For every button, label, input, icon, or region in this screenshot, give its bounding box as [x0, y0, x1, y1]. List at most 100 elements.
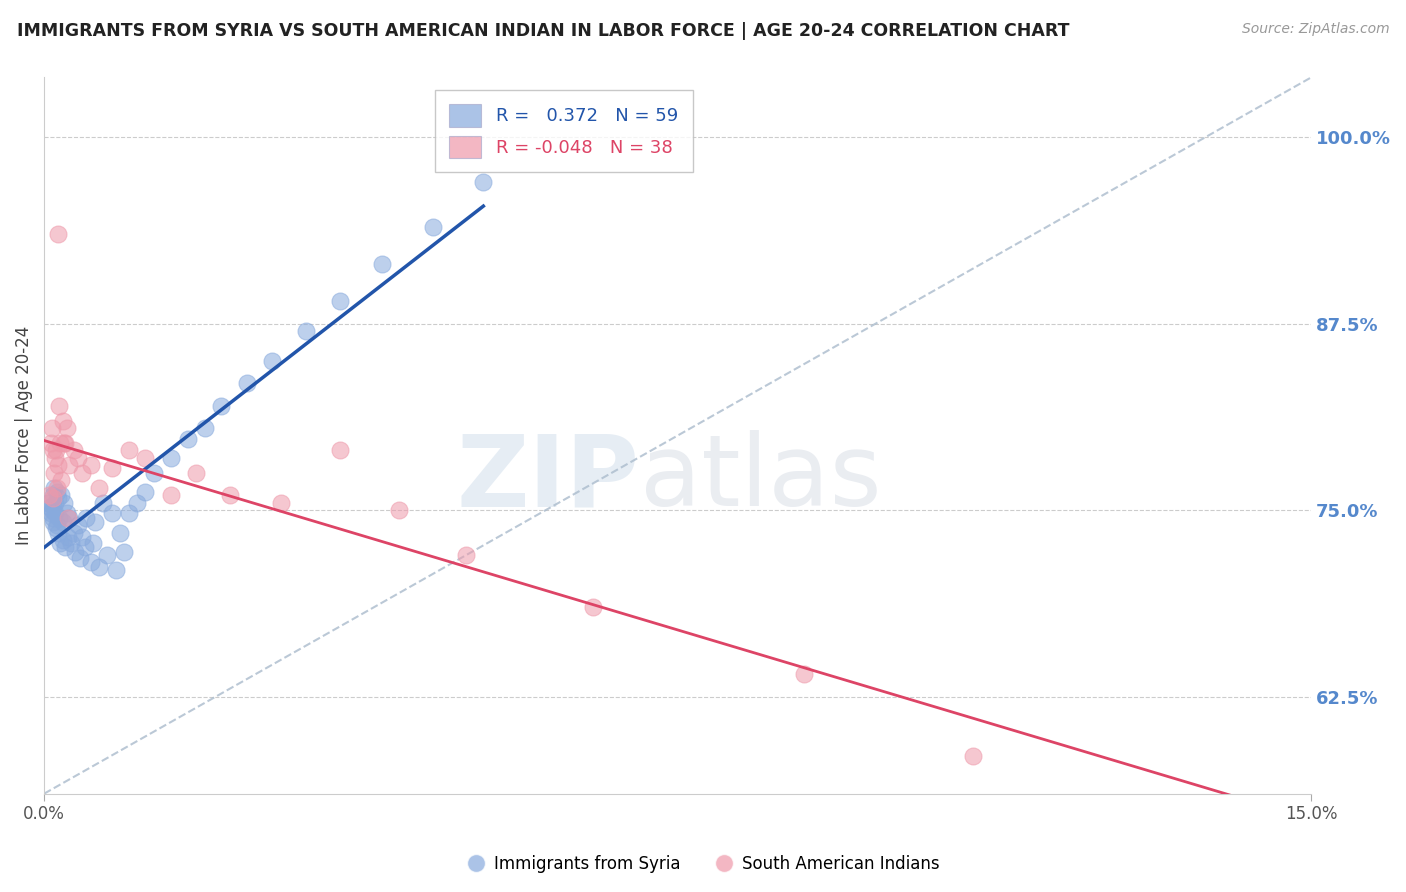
Immigrants from Syria — [39, 500, 62, 515]
South American Indians — [44, 450, 66, 465]
South American Indians — [456, 548, 478, 562]
Immigrants from Syria — [472, 175, 495, 189]
South American Indians — [49, 473, 72, 487]
South American Indians — [49, 436, 72, 450]
Immigrants from Syria — [329, 294, 352, 309]
South American Indians — [117, 443, 139, 458]
South American Indians — [582, 600, 605, 615]
Immigrants from Syria — [177, 432, 200, 446]
Immigrants from Syria — [49, 488, 72, 502]
South American Indians — [44, 466, 66, 480]
Text: Source: ZipAtlas.com: Source: ZipAtlas.com — [1241, 22, 1389, 37]
South American Indians — [134, 450, 156, 465]
Immigrants from Syria — [211, 399, 233, 413]
Immigrants from Syria — [108, 525, 131, 540]
South American Indians — [159, 488, 181, 502]
South American Indians — [186, 466, 208, 480]
Immigrants from Syria — [371, 257, 394, 271]
South American Indians — [66, 450, 89, 465]
Immigrants from Syria — [96, 548, 118, 562]
Immigrants from Syria — [53, 496, 76, 510]
Immigrants from Syria — [42, 515, 65, 529]
Immigrants from Syria — [52, 515, 75, 529]
Immigrants from Syria — [79, 555, 101, 569]
South American Indians — [270, 496, 292, 510]
Immigrants from Syria — [42, 499, 65, 513]
Immigrants from Syria — [44, 481, 66, 495]
Text: atlas: atlas — [640, 430, 882, 527]
Immigrants from Syria — [46, 491, 69, 506]
Immigrants from Syria — [70, 530, 93, 544]
Immigrants from Syria — [56, 530, 79, 544]
Immigrants from Syria — [44, 496, 66, 510]
Immigrants from Syria — [75, 510, 97, 524]
Immigrants from Syria — [112, 545, 135, 559]
Immigrants from Syria — [91, 496, 114, 510]
South American Indians — [962, 749, 984, 764]
South American Indians — [79, 458, 101, 473]
Immigrants from Syria — [100, 506, 122, 520]
South American Indians — [793, 667, 815, 681]
Immigrants from Syria — [194, 421, 217, 435]
South American Indians — [58, 458, 80, 473]
Immigrants from Syria — [69, 550, 91, 565]
Immigrants from Syria — [262, 354, 284, 368]
South American Indians — [52, 436, 75, 450]
South American Indians — [87, 481, 110, 495]
South American Indians — [100, 461, 122, 475]
Immigrants from Syria — [39, 506, 62, 520]
Immigrants from Syria — [134, 485, 156, 500]
South American Indians — [329, 443, 352, 458]
Text: ZIP: ZIP — [457, 430, 640, 527]
South American Indians — [39, 436, 62, 450]
Immigrants from Syria — [52, 533, 75, 547]
Immigrants from Syria — [56, 506, 79, 520]
Immigrants from Syria — [49, 536, 72, 550]
South American Indians — [219, 488, 242, 502]
Immigrants from Syria — [159, 450, 181, 465]
Immigrants from Syria — [422, 219, 444, 234]
Immigrants from Syria — [82, 536, 104, 550]
South American Indians — [41, 491, 63, 506]
Immigrants from Syria — [45, 521, 67, 535]
Immigrants from Syria — [83, 515, 105, 529]
Immigrants from Syria — [73, 541, 96, 555]
South American Indians — [42, 443, 65, 458]
Legend: R =   0.372   N = 59, R = -0.048   N = 38: R = 0.372 N = 59, R = -0.048 N = 38 — [434, 90, 693, 172]
Immigrants from Syria — [62, 525, 84, 540]
Immigrants from Syria — [87, 560, 110, 574]
Immigrants from Syria — [65, 545, 87, 559]
Immigrants from Syria — [37, 496, 59, 510]
Immigrants from Syria — [142, 466, 165, 480]
South American Indians — [41, 421, 63, 435]
South American Indians — [388, 503, 411, 517]
South American Indians — [62, 443, 84, 458]
South American Indians — [53, 436, 76, 450]
South American Indians — [56, 510, 79, 524]
South American Indians — [38, 488, 60, 502]
Legend: Immigrants from Syria, South American Indians: Immigrants from Syria, South American In… — [460, 848, 946, 880]
Immigrants from Syria — [60, 536, 83, 550]
South American Indians — [70, 466, 93, 480]
Y-axis label: In Labor Force | Age 20-24: In Labor Force | Age 20-24 — [15, 326, 32, 545]
Immigrants from Syria — [58, 510, 80, 524]
South American Indians — [48, 458, 70, 473]
Immigrants from Syria — [41, 510, 63, 524]
Immigrants from Syria — [66, 518, 89, 533]
South American Indians — [52, 414, 75, 428]
Immigrants from Syria — [44, 506, 66, 520]
Immigrants from Syria — [48, 525, 70, 540]
Immigrants from Syria — [45, 485, 67, 500]
Immigrants from Syria — [45, 518, 67, 533]
Immigrants from Syria — [53, 541, 76, 555]
Immigrants from Syria — [125, 496, 148, 510]
South American Indians — [45, 481, 67, 495]
Immigrants from Syria — [295, 324, 318, 338]
South American Indians — [46, 227, 69, 241]
Immigrants from Syria — [236, 376, 259, 391]
Immigrants from Syria — [41, 488, 63, 502]
Immigrants from Syria — [48, 510, 70, 524]
Immigrants from Syria — [117, 506, 139, 520]
Immigrants from Syria — [41, 503, 63, 517]
South American Indians — [56, 421, 79, 435]
